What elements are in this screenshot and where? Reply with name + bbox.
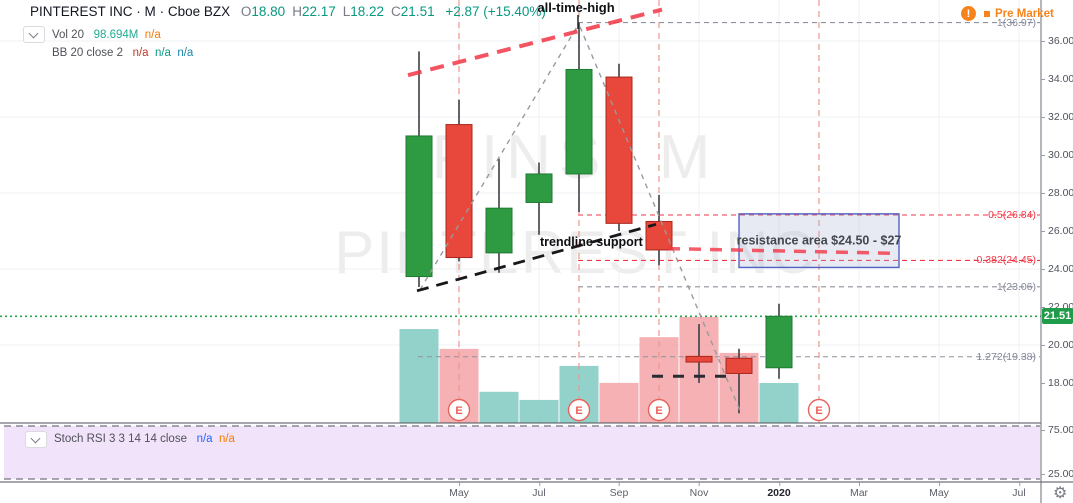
ohlc-key: H bbox=[292, 4, 302, 19]
bb-value-1: n/a bbox=[132, 47, 149, 59]
candle-may-2019 bbox=[445, 124, 473, 259]
stoch-value-2: n/a bbox=[218, 433, 235, 445]
premarket-status: ! Pre Market bbox=[961, 5, 1054, 22]
candle-sep-2019 bbox=[605, 76, 633, 224]
fib-label-24.45: -0.382(24.45) bbox=[972, 254, 1036, 267]
resistance-area-box[interactable] bbox=[738, 213, 900, 269]
time-tick-Mar: Mar bbox=[849, 482, 869, 499]
volume-bar-jun-2019 bbox=[479, 391, 519, 423]
price-tick-36.00: 36.00 bbox=[1040, 34, 1073, 47]
stoch-value-1: n/a bbox=[196, 433, 213, 445]
earnings-marker-letter: E bbox=[455, 405, 462, 417]
ohlc-key: O bbox=[240, 4, 252, 19]
ohlc-key: L bbox=[342, 4, 351, 19]
premarket-label: Pre Market bbox=[995, 7, 1054, 20]
bb-legend[interactable]: BB 20 close 2 n/a n/a n/a bbox=[52, 47, 193, 59]
earnings-marker-icon[interactable] bbox=[447, 398, 471, 422]
annotation-all-time-high: all-time-high bbox=[537, 0, 615, 15]
volume-indicator-label: Vol 20 bbox=[52, 29, 84, 41]
change-value: +2.87 (+15.40%) bbox=[445, 4, 546, 19]
fib-label-23.06: 1(23.06) bbox=[996, 280, 1036, 293]
stoch-legend-chevron-icon[interactable] bbox=[25, 431, 47, 448]
ohlc-value: 18.22 bbox=[350, 4, 385, 19]
time-tick-Sep: Sep bbox=[609, 482, 629, 499]
exchange-label: Cboe BZX bbox=[167, 4, 231, 19]
ohlc-value: 18.80 bbox=[251, 4, 286, 19]
price-tick-30.00: 30.00 bbox=[1040, 148, 1073, 161]
price-tick-28.00: 28.00 bbox=[1040, 186, 1073, 199]
bb-value-3: n/a bbox=[177, 47, 194, 59]
candle-dec-2019 bbox=[725, 357, 753, 374]
price-tick-34.00: 34.00 bbox=[1040, 72, 1073, 85]
stoch-indicator-label: Stoch RSI 3 3 14 14 close bbox=[54, 433, 187, 445]
earnings-marker-icon[interactable] bbox=[647, 398, 671, 422]
gear-icon[interactable]: ⚙ bbox=[1053, 485, 1068, 502]
red-resistance-trendline bbox=[407, 7, 663, 78]
connector-line-left bbox=[419, 26, 578, 291]
earnings-marker-letter: E bbox=[655, 405, 662, 417]
resistance-area-label: resistance area $24.50 - $27 bbox=[737, 234, 902, 248]
earnings-marker-letter: E bbox=[575, 405, 582, 417]
legend-separator: · bbox=[159, 4, 165, 19]
stoch-band bbox=[4, 426, 1040, 479]
interval-label: M bbox=[144, 4, 156, 19]
fib-label-19.38: 1.272(19.38) bbox=[976, 350, 1036, 363]
flat-red-segment bbox=[667, 246, 900, 256]
volume-legend[interactable]: Vol 20 98.694M n/a bbox=[52, 29, 161, 41]
earnings-marker-icon[interactable] bbox=[807, 398, 831, 422]
price-tick-20.00: 20.00 bbox=[1040, 338, 1073, 351]
annotation-trendline-support: trendline support bbox=[540, 235, 643, 249]
volume-value: 98.694M bbox=[93, 29, 139, 41]
candle-jul-2019 bbox=[525, 173, 553, 203]
fib-label-26.84: -0.5(26.84) bbox=[984, 209, 1036, 221]
volume-bar-sep-2019 bbox=[599, 382, 639, 423]
ohlc-value: 22.17 bbox=[301, 4, 336, 19]
legend-separator: · bbox=[136, 4, 141, 19]
time-tick-2020: 2020 bbox=[767, 482, 791, 499]
volume-bar-jul-2019 bbox=[519, 399, 559, 423]
stoch-tick-25.00: 25.00 bbox=[1040, 468, 1073, 480]
price-tick-18.00: 18.00 bbox=[1040, 376, 1073, 389]
candle-jun-2019 bbox=[485, 207, 513, 254]
volume-bar-apr-2019 bbox=[399, 329, 439, 423]
time-tick-Nov: Nov bbox=[689, 482, 709, 499]
support-trendline bbox=[416, 222, 657, 293]
time-tick-May: May bbox=[929, 482, 949, 499]
volume-ma-value: n/a bbox=[144, 29, 161, 41]
ohlc-value: 21.51 bbox=[400, 4, 435, 19]
volume-legend-chevron-icon[interactable] bbox=[23, 26, 45, 43]
ohlc-values: O18.80 H22.17 L18.22 C21.51 bbox=[234, 4, 435, 19]
price-tick-24.00: 24.00 bbox=[1040, 262, 1073, 275]
earnings-marker-letter: E bbox=[815, 405, 822, 417]
ohlc-key: C bbox=[391, 4, 401, 19]
fib-label-36.97: 1(36.97) bbox=[996, 16, 1036, 29]
symbol-title: PINTEREST INC bbox=[30, 4, 133, 19]
symbol-legend[interactable]: PINTEREST INC · M · Cboe BZX O18.80 H22.1… bbox=[30, 4, 546, 19]
candle-apr-2019 bbox=[405, 135, 433, 278]
bb-indicator-label: BB 20 close 2 bbox=[52, 47, 123, 59]
earnings-marker-icon[interactable] bbox=[567, 398, 591, 422]
alert-exclamation-icon[interactable]: ! bbox=[961, 6, 976, 21]
candle-jan-2020 bbox=[765, 315, 793, 369]
stoch-tick-75.00: 75.00 bbox=[1040, 424, 1073, 436]
premarket-bullet-icon bbox=[984, 10, 990, 17]
price-tick-26.00: 26.00 bbox=[1040, 224, 1073, 237]
candle-nov-2019 bbox=[685, 355, 713, 363]
time-tick-Jul: Jul bbox=[532, 482, 546, 499]
last-price-badge: 21.51 bbox=[1042, 308, 1073, 325]
candle-aug-2019 bbox=[565, 68, 593, 175]
time-tick-May: May bbox=[449, 482, 469, 499]
stoch-legend[interactable]: Stoch RSI 3 3 14 14 close n/a n/a bbox=[54, 433, 235, 445]
volume-bar-jan-2020 bbox=[759, 383, 799, 423]
price-tick-32.00: 32.00 bbox=[1040, 110, 1073, 123]
bb-value-2: n/a bbox=[154, 47, 171, 59]
time-tick-Jul: Jul bbox=[1012, 482, 1026, 499]
